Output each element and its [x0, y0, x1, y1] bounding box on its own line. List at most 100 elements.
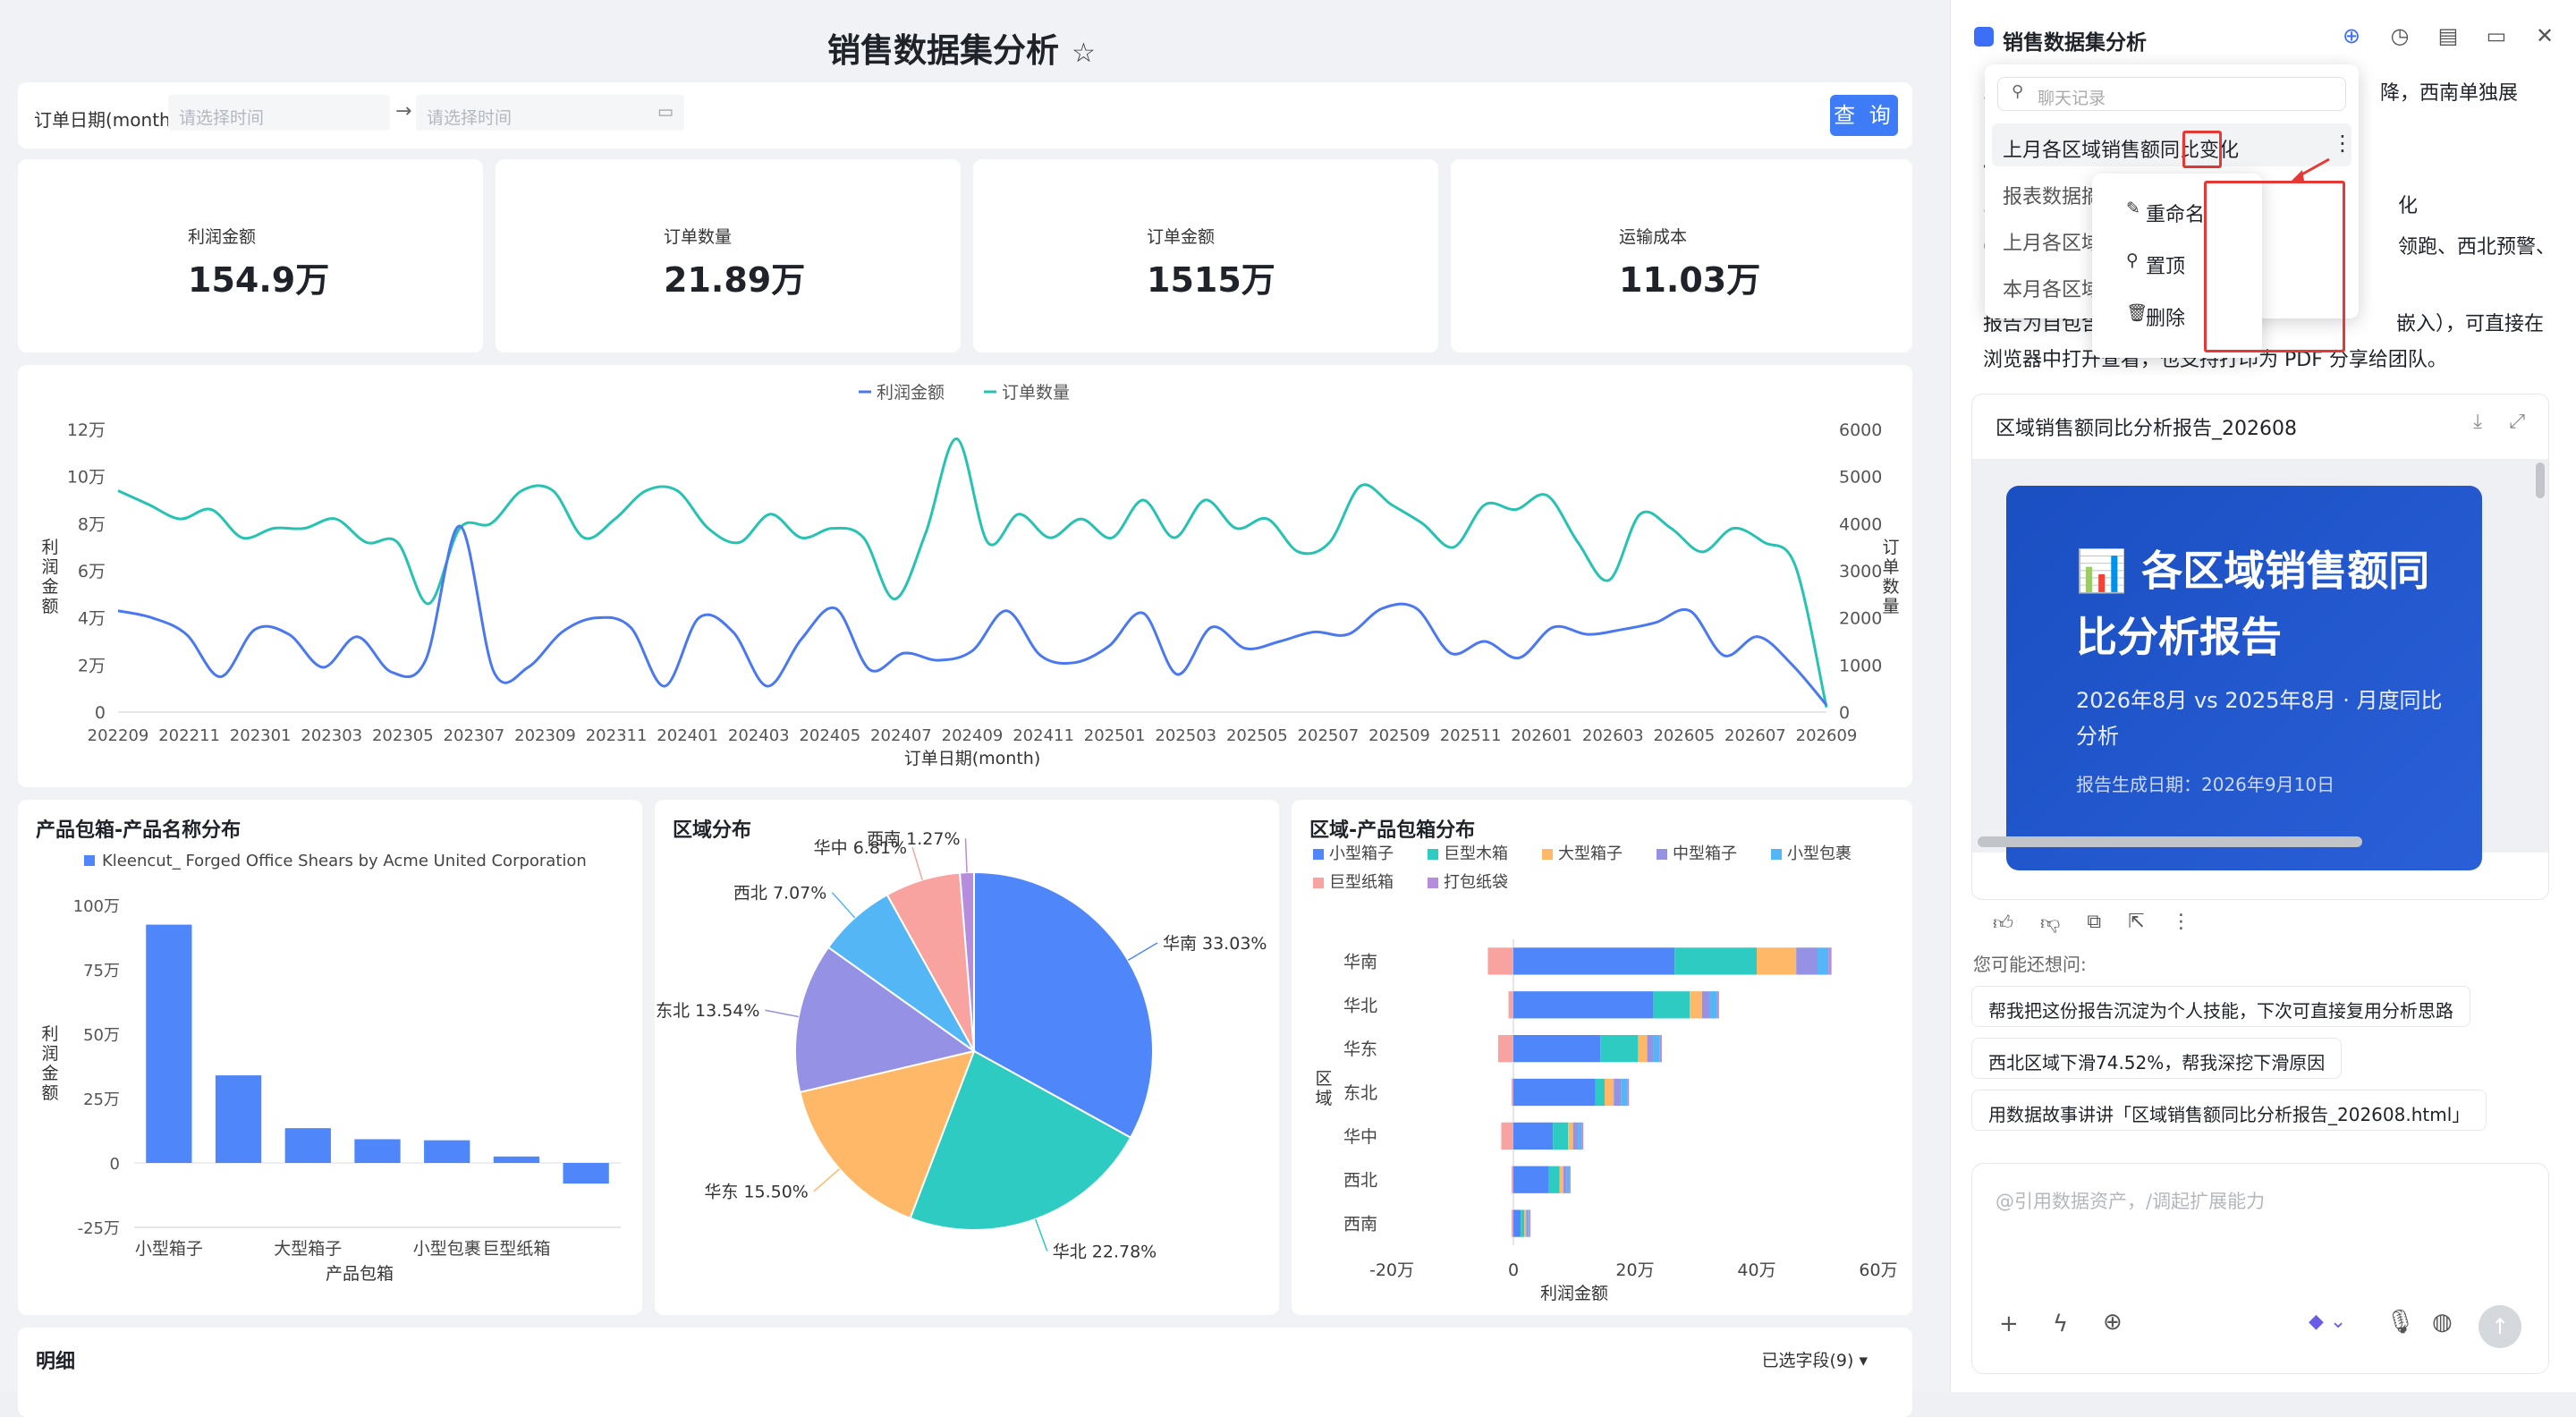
bar [354, 1139, 401, 1163]
y-tick-label: 2万 [78, 656, 106, 675]
x-tick-label: 202507 [1298, 726, 1360, 745]
bar-segment [1716, 991, 1719, 1019]
y-tick-label: 6万 [78, 562, 106, 581]
thumbs-down-icon[interactable]: 👎︎ [2040, 912, 2061, 935]
mic-icon[interactable]: 🎙︎ [2385, 1309, 2416, 1336]
copy-icon[interactable]: ⧉ [2087, 911, 2102, 933]
kpi-label: 订单数量 [664, 227, 733, 247]
y-tick-label: 西北 [1343, 1171, 1377, 1191]
end-date-input[interactable]: 请选择时间 ▭ [416, 95, 684, 131]
new-chat-icon[interactable]: ⊕ [2342, 23, 2361, 48]
legend-label: 大型箱子 [1558, 844, 1623, 863]
x-tick-label: 202309 [514, 726, 576, 745]
end-date-placeholder: 请选择时间 [427, 108, 513, 128]
x-tick-label: 20万 [1615, 1260, 1654, 1280]
bar [424, 1140, 470, 1163]
y-tick-label: 华东 [1343, 1039, 1377, 1059]
start-date-input[interactable]: 请选择时间 [168, 95, 390, 131]
bar-segment [1563, 1166, 1567, 1193]
kpi-card-orders: 订单数量 21.89万 [496, 159, 961, 352]
y-tick-label: 0 [95, 703, 106, 723]
pie-label: 华中 6.81% [814, 838, 907, 858]
menu-delete[interactable]: 🗑 删除 [2126, 303, 2186, 330]
suggestion-chip[interactable]: 西北区域下滑74.52%，帮我深挖下滑原因 [1971, 1038, 2343, 1079]
x-tick-label: -20万 [1369, 1260, 1414, 1280]
share-icon[interactable]: ⇱ [2128, 911, 2145, 933]
bar [146, 924, 192, 1163]
y2-tick-label: 2000 [1839, 609, 1882, 629]
bar-segment [1621, 1078, 1628, 1107]
query-button[interactable]: 查 询 [1830, 95, 1898, 136]
legend-swatch [84, 855, 95, 866]
bar-segment [1600, 1034, 1639, 1063]
globe-icon[interactable]: ⊕ [2103, 1309, 2123, 1336]
bar-segment [1521, 1209, 1525, 1237]
x-tick-label: 202511 [1440, 726, 1502, 745]
bar-segment [1569, 1166, 1571, 1193]
chat-input[interactable]: @引用数据资产，/调起扩展能力 + ϟ ⊕ ◆ ⌄ 🎙︎ ◍ ↑ [1971, 1163, 2549, 1374]
y-tick-label: 华北 [1343, 996, 1377, 1015]
y-tick-label: 25万 [83, 1090, 120, 1109]
voice-wave-icon[interactable]: ◍ [2432, 1309, 2453, 1336]
download-icon[interactable]: ⤓ [2473, 411, 2482, 433]
model-selector-icon[interactable]: ◆ ⌄ [2309, 1311, 2347, 1333]
more-icon[interactable]: ⋮ [2171, 911, 2191, 933]
x-tick-label: 0 [1508, 1260, 1519, 1280]
bar-segment [1828, 947, 1832, 975]
x-tick-label: 202505 [1226, 726, 1288, 745]
pie-label: 西南 1.27% [867, 829, 960, 849]
pie-label: 华南 33.03% [1163, 934, 1267, 954]
bar-segment [1568, 1122, 1573, 1150]
suggestion-chip[interactable]: 帮我把这份报告沉淀为个人技能，下次可直接复用分析思路 [1971, 986, 2470, 1027]
calendar-icon[interactable]: ▭ [657, 102, 674, 122]
x-tick-label: 202305 [372, 726, 434, 745]
edit-icon: ✎ [2126, 199, 2140, 218]
bar-segment [1513, 991, 1654, 1019]
screen-icon[interactable]: ▭ [2486, 23, 2507, 48]
bar-segment-negative [1511, 1078, 1513, 1107]
context-menu: ✎ 重命名 ⚲ 置顶 🗑 删除 [2092, 174, 2262, 358]
menu-rename[interactable]: ✎ 重命名 [2126, 199, 2206, 226]
bar-segment [1638, 1034, 1648, 1063]
highlight-box [2182, 131, 2222, 168]
close-icon[interactable]: ✕ [2535, 23, 2555, 48]
vertical-scrollbar[interactable] [2536, 462, 2545, 498]
x-tick-label: 40万 [1737, 1260, 1775, 1280]
x-tick-label: 202211 [158, 726, 220, 745]
history-item-active[interactable] [1992, 123, 2351, 166]
y-axis-title: 额 [41, 1083, 58, 1103]
history-search-input[interactable]: 聊天记录 [1997, 77, 2346, 111]
horizontal-scrollbar[interactable] [1978, 836, 2362, 847]
suggestion-chip[interactable]: 用数据故事讲讲「区域销售额同比分析报告_202608.html」 [1971, 1090, 2487, 1131]
y-tick-label: 8万 [78, 514, 106, 534]
bar-segment [1559, 1166, 1563, 1193]
more-icon[interactable]: ⋮ [2332, 131, 2353, 156]
send-button[interactable]: ↑ [2479, 1305, 2521, 1348]
thumbs-up-icon[interactable]: 👍︎ [1993, 912, 2013, 935]
pie-slice [799, 1049, 976, 1220]
report-card[interactable]: 区域销售额同比分析报告_202608 ⤓ ⤢ 📊 各区域销售额同比分析报告 20… [1971, 394, 2549, 900]
bar-segment [1796, 947, 1818, 975]
bar-chart: Kleencut_ Forged Office Shears by Acme U… [41, 852, 621, 1284]
kpi-value: 154.9万 [188, 260, 330, 300]
bar-chart-title: 产品包箱-产品名称分布 [36, 819, 242, 842]
y2-axis-title: 订 [1882, 538, 1899, 557]
history-icon[interactable]: ◷ [2390, 23, 2410, 48]
field-selector-label: 已选字段(9) [1761, 1351, 1854, 1370]
menu-pin[interactable]: ⚲ 置顶 [2126, 250, 2186, 278]
lightning-icon[interactable]: ϟ [2053, 1311, 2069, 1337]
legend-label: 打包纸袋 [1444, 873, 1508, 892]
y-axis-title: 润 [41, 1044, 58, 1064]
history-item[interactable]: 上月各区域销售额同比变化 [2003, 140, 2240, 162]
star-icon[interactable]: ☆ [1072, 38, 1096, 69]
plus-icon[interactable]: + [1999, 1311, 2019, 1337]
field-selector[interactable]: 已选字段(9) ▾ [1761, 1351, 1868, 1370]
msg-para: 嵌入），可直接在 [2396, 313, 2545, 335]
legend-label: 订单数量 [1002, 383, 1070, 403]
series-line-profit [117, 524, 1828, 707]
expand-icon[interactable]: ⤢ [2509, 411, 2525, 433]
bar-segment [1614, 1078, 1622, 1107]
calendar-icon[interactable]: ▤ [2437, 23, 2459, 48]
bar-segment [1653, 1034, 1660, 1063]
pie-label: 东北 13.54% [656, 1001, 760, 1021]
